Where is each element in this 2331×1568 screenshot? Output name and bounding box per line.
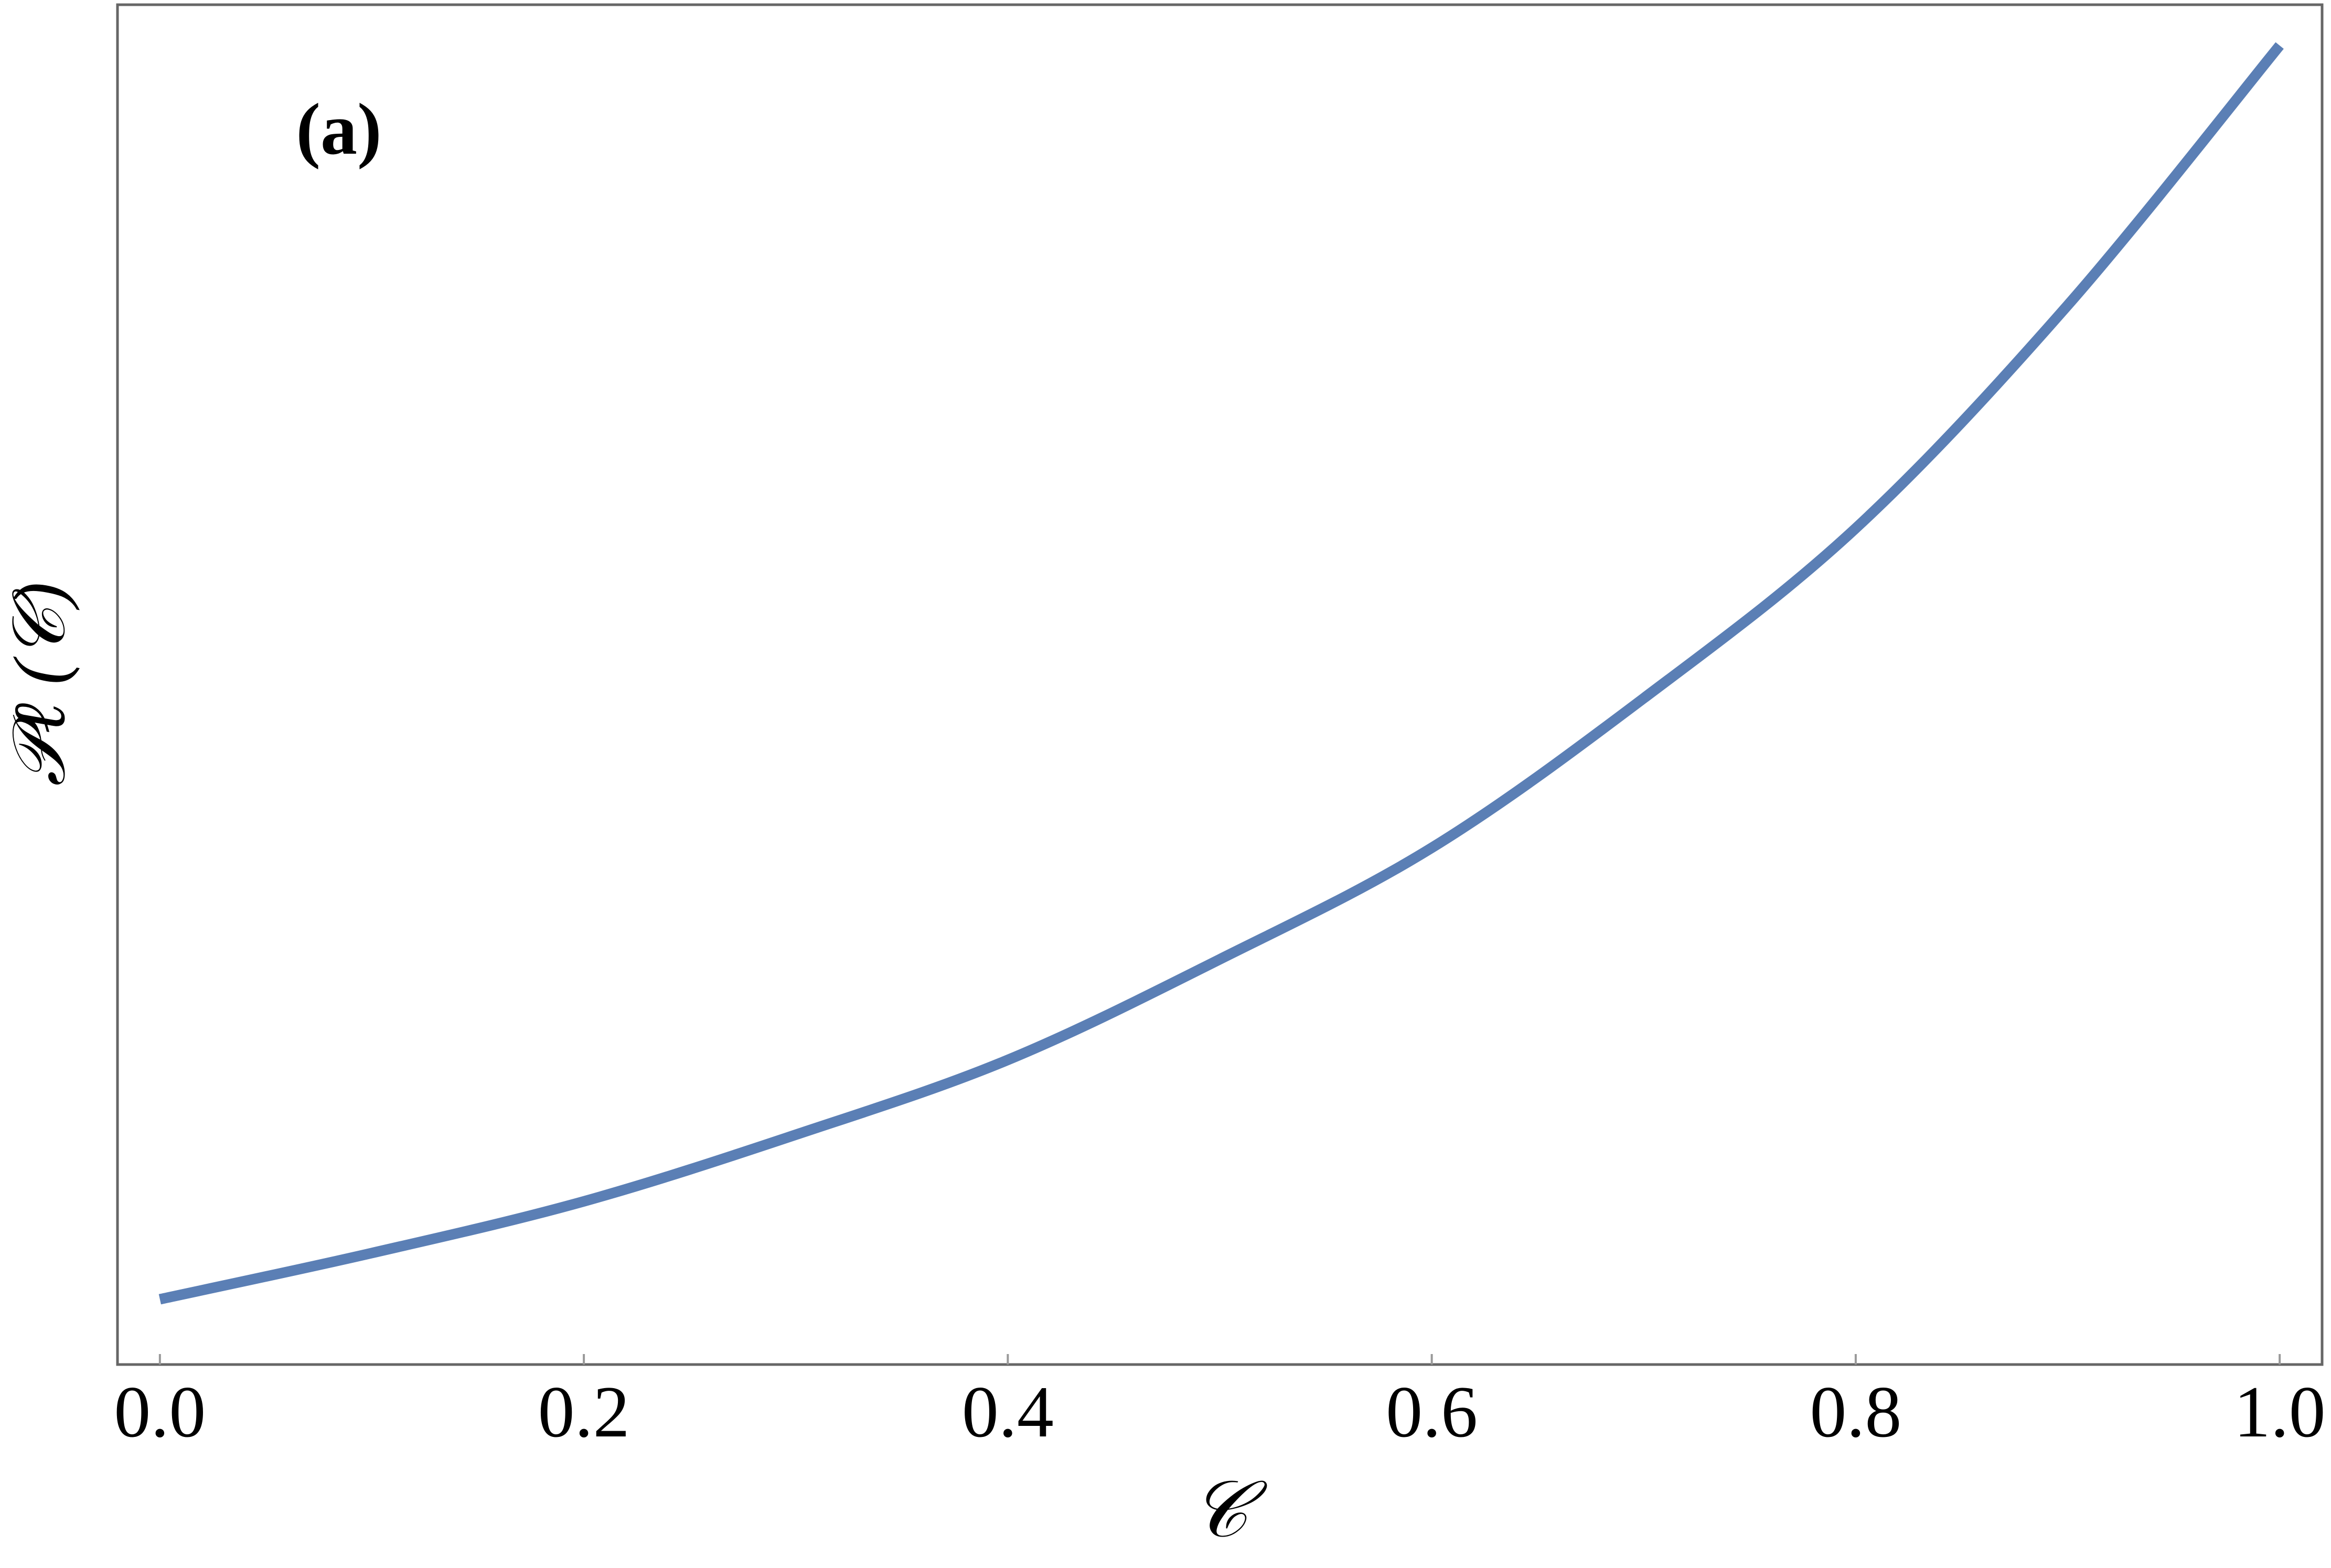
x-tick-label: 1.0 (2234, 1371, 2326, 1453)
x-tick-label: 0.0 (114, 1371, 206, 1453)
x-tick-label: 0.8 (1810, 1371, 1901, 1453)
panel-label: (a) (296, 89, 381, 170)
x-axis-label: 𝒞 (1191, 1466, 1267, 1553)
plot-frame (116, 3, 2324, 1366)
x-tick-label: 0.6 (1386, 1371, 1478, 1453)
x-tick-label: 0.2 (538, 1371, 630, 1453)
x-tick-label: 0.4 (962, 1371, 1054, 1453)
y-axis-label: 𝒫ℓ (𝒞) (0, 582, 80, 787)
data-line (158, 42, 2284, 1305)
